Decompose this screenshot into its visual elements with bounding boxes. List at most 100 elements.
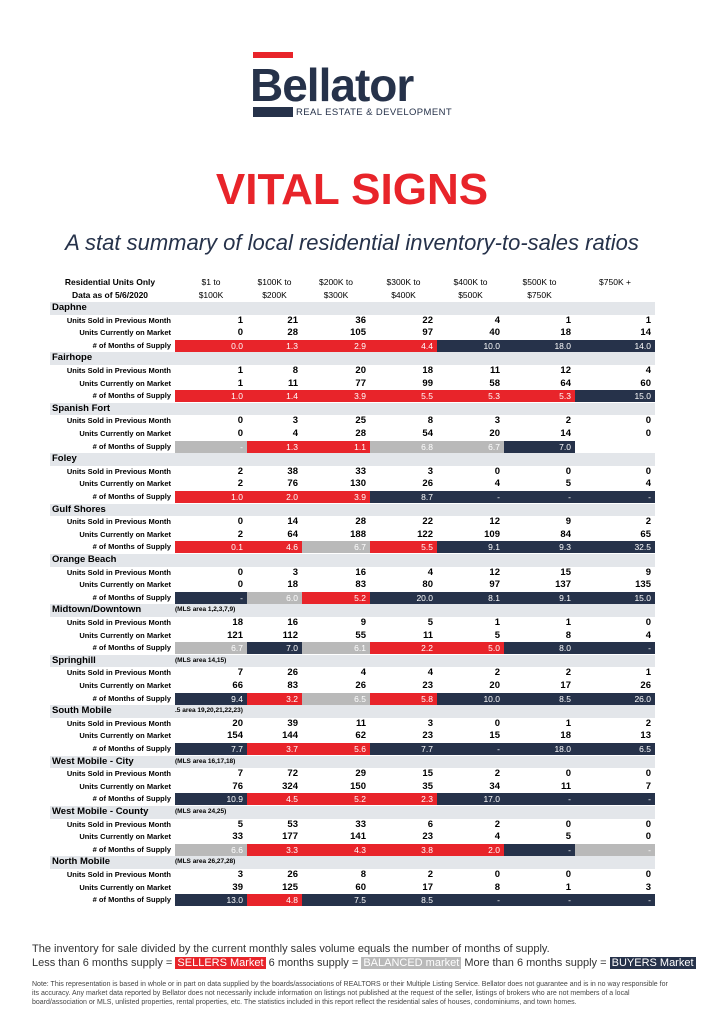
value-cell: 22 [422, 516, 433, 528]
supply-cell: 32.5 [575, 541, 655, 554]
value-cell: 25 [355, 415, 366, 427]
column-header: $200K to [318, 277, 354, 287]
supply-cell: 5.8 [370, 692, 437, 705]
column-header [575, 289, 655, 302]
value-cell: 38 [287, 465, 298, 477]
value-cell: 137 [555, 579, 571, 591]
supply-cell: 1.0 [175, 491, 247, 503]
value-cell: 0 [645, 768, 651, 780]
value-cell: 23 [422, 730, 433, 742]
supply-cell: 8.1 [437, 591, 504, 604]
supply-cell: 6.5 [575, 743, 655, 755]
value-cell: 5 [494, 629, 500, 641]
value-cell: 60 [355, 881, 366, 893]
value-cell: 66 [232, 680, 243, 691]
value-cell: 11 [287, 377, 298, 389]
supply-cell: 8.5 [370, 894, 437, 907]
row-label: # of Months of Supply [92, 643, 171, 653]
note: Note: This representation is based in wh… [32, 981, 668, 1006]
value-cell: 36 [355, 314, 366, 326]
row-label: Units Sold in Previous Month [66, 416, 171, 426]
value-cell: 0 [237, 428, 243, 439]
value-cell: 4 [645, 478, 651, 490]
region-row [50, 302, 655, 315]
subtitle: A stat summary of local residential inve… [65, 230, 639, 255]
value-cell: 0 [237, 579, 243, 591]
region-name: West Mobile - County [52, 806, 149, 817]
value-cell: 0 [237, 415, 243, 427]
region-name: Daphne [52, 302, 87, 313]
column-header: $400K to [453, 277, 488, 287]
row-label: Units Sold in Previous Month [66, 718, 171, 728]
supply-cell: 1.4 [247, 390, 302, 403]
row-label: # of Months of Supply [92, 744, 171, 753]
supply-cell: 2.0 [437, 843, 504, 856]
legend-sellers: SELLERS Market [175, 957, 266, 969]
value-cell: 0 [494, 869, 500, 880]
value-cell: 39 [232, 881, 243, 893]
value-cell: 6 [427, 818, 433, 830]
supply-cell: 3.7 [247, 743, 302, 755]
supply-cell: 5.5 [370, 390, 437, 403]
value-cell: 125 [282, 881, 298, 893]
value-cell: 23 [422, 680, 433, 691]
value-cell: 112 [282, 629, 298, 641]
row-label: Units Currently on Market [79, 781, 171, 791]
value-cell: 15 [422, 768, 433, 780]
column-header: $100K to [257, 277, 292, 287]
supply-cell: 1.0 [175, 390, 247, 403]
supply-cell: 4.4 [370, 339, 437, 352]
value-cell: 2 [645, 516, 651, 528]
value-cell: 12 [489, 516, 500, 528]
supply-cell: 8.5 [504, 692, 575, 705]
column-header: $400K [391, 290, 416, 300]
value-cell: 14 [560, 428, 571, 439]
value-cell: 11 [355, 717, 366, 729]
value-cell: 150 [350, 780, 366, 792]
value-cell: 83 [355, 579, 366, 591]
supply-cell: 1.3 [247, 440, 302, 453]
value-cell: 3 [494, 415, 500, 427]
supply-cell: 10.9 [175, 793, 247, 806]
value-cell: 11 [422, 629, 433, 641]
supply-cell: 7.5 [302, 894, 370, 907]
value-cell: 76 [287, 478, 298, 490]
supply-cell: 0.0 [175, 339, 247, 352]
region-row [50, 806, 655, 819]
value-cell: 3 [292, 415, 298, 427]
value-cell: 8 [494, 881, 500, 893]
value-cell: 4 [427, 566, 433, 578]
value-cell: 0 [645, 617, 651, 628]
value-cell: 20 [232, 717, 243, 729]
value-cell: 1 [565, 717, 571, 729]
value-cell: 2 [237, 465, 243, 477]
row-label: Units Currently on Market [79, 681, 171, 690]
supply-cell: - [437, 743, 504, 755]
supply-cell: 9.1 [437, 541, 504, 554]
column-header: $750K + [599, 277, 631, 287]
value-cell: 3 [427, 465, 433, 477]
row-label: Units Sold in Previous Month [66, 567, 171, 577]
value-cell: 7 [645, 780, 651, 792]
value-cell: 0 [494, 465, 500, 477]
supply-cell: 2.0 [247, 491, 302, 503]
value-cell: 0 [645, 428, 651, 439]
value-cell: 0 [494, 717, 500, 729]
value-cell: 33 [355, 465, 366, 477]
value-cell: 324 [282, 780, 298, 792]
supply-cell: 10.0 [437, 339, 504, 352]
supply-cell: 13.0 [175, 894, 247, 907]
value-cell: 3 [427, 717, 433, 729]
value-cell: 60 [640, 377, 651, 389]
supply-cell: - [175, 591, 247, 604]
value-cell: 9 [360, 617, 366, 628]
supply-cell: - [575, 440, 655, 453]
value-cell: 12 [560, 365, 571, 376]
supply-cell: - [575, 793, 655, 806]
column-header: $500K to [522, 277, 557, 287]
supply-cell: 26.0 [575, 692, 655, 705]
legend-text: 6 months supply = [268, 957, 359, 969]
column-header: $300K to [386, 277, 421, 287]
